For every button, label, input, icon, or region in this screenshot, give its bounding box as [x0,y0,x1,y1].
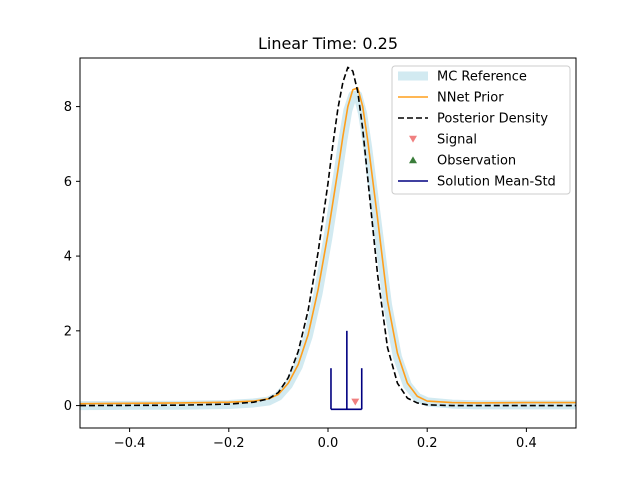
legend-swatch [409,156,417,164]
y-tick-label: 2 [64,324,72,339]
legend-label: Posterior Density [437,112,548,127]
legend: MC Reference NNet Prior Posterior Density S… [391,65,571,195]
legend-box [391,65,571,195]
series-layer [80,66,576,411]
x-tick-label: 0.2 [417,436,438,451]
legend-label: Signal [437,133,477,148]
x-tick-label: 0.0 [318,436,339,451]
legend-swatch [409,135,417,143]
x-tick-label: −0.2 [213,436,245,451]
marker-point-1-1 [351,398,360,406]
x-tick-label: −0.4 [114,436,146,451]
legend-label: Observation [437,154,516,169]
y-tick-label: 8 [64,100,72,115]
x-tick-label: 0.4 [516,436,537,451]
chart-title: Linear Time: 0.25 [258,34,398,53]
y-tick-label: 0 [64,399,72,414]
x-axis: −0.4 −0.2 0.0 0.2 0.4 [114,428,537,451]
y-tick-label: 4 [64,250,72,265]
y-tick-label: 6 [64,175,72,190]
legend-label: Solution Mean-Std [437,175,556,190]
legend-label: NNet Prior [437,91,504,106]
legend-label: MC Reference [437,70,527,85]
series-line-3 [80,66,576,407]
y-axis: 0 2 4 6 8 [64,100,80,414]
marker-layer [330,330,363,411]
